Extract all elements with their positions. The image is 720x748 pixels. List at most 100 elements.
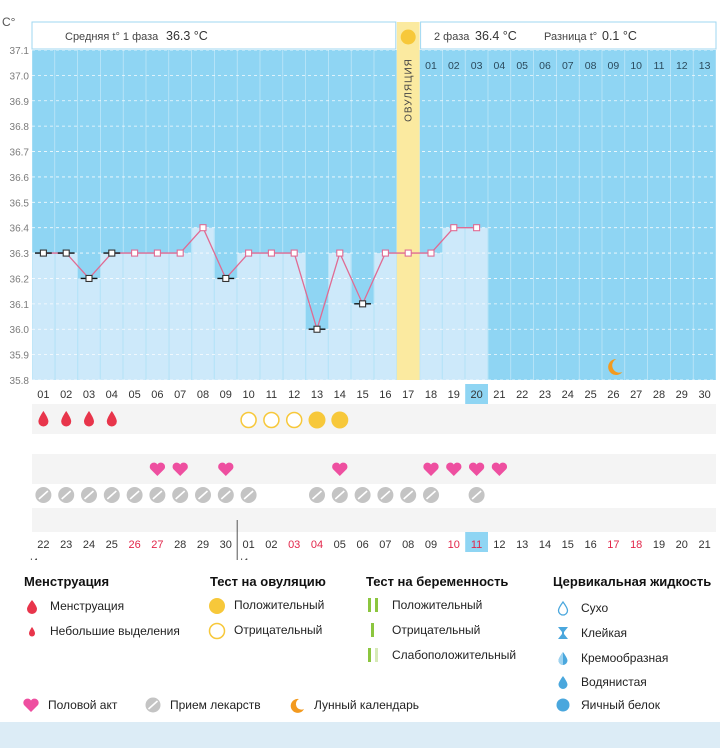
cycle-day-label: 29 bbox=[676, 389, 688, 401]
calendar-date: 26 bbox=[128, 539, 140, 551]
y-tick-label: 35.9 bbox=[10, 351, 30, 362]
pill-stripe bbox=[471, 490, 482, 500]
temperature-point[interactable] bbox=[85, 274, 93, 283]
phase2-day-label: 10 bbox=[630, 60, 642, 72]
legend-pregnancy-test-title: Тест на беременность bbox=[366, 574, 509, 589]
marker-row bbox=[32, 484, 716, 508]
ovulation-sun-icon bbox=[400, 29, 416, 45]
ovulation-test-negative-icon bbox=[240, 411, 257, 429]
double-stripe-icon bbox=[368, 598, 378, 612]
calendar-date: 28 bbox=[174, 539, 186, 551]
cycle-day-label: 24 bbox=[562, 389, 574, 401]
y-tick-label: 36.3 bbox=[10, 249, 30, 260]
calendar-date: 10 bbox=[448, 539, 460, 551]
temperature-point[interactable] bbox=[381, 249, 389, 257]
heart-icon bbox=[468, 462, 485, 476]
phase2-day-label: 13 bbox=[699, 60, 711, 72]
calendar-date: 05 bbox=[334, 539, 346, 551]
legend-ovulation-test-title: Тест на овуляцию bbox=[210, 574, 326, 589]
pill-stripe bbox=[403, 490, 414, 500]
phase2-day-label: 12 bbox=[676, 60, 688, 72]
temperature-point[interactable] bbox=[176, 249, 184, 257]
watery-drop-icon bbox=[558, 676, 568, 689]
temperature-point[interactable] bbox=[131, 249, 139, 257]
temperature-point[interactable] bbox=[404, 249, 412, 257]
single-stripe-icon bbox=[371, 623, 374, 637]
calendar-date: 06 bbox=[356, 539, 368, 551]
cycle-day-label: 30 bbox=[698, 389, 710, 401]
temperature-point[interactable] bbox=[62, 249, 70, 257]
temp-bar bbox=[169, 253, 192, 380]
pill-stripe bbox=[61, 490, 72, 500]
phase2-header bbox=[420, 21, 717, 50]
y-tick-label: 35.8 bbox=[10, 376, 30, 387]
pill-stripe bbox=[357, 490, 368, 500]
calendar-date: 30 bbox=[220, 539, 232, 551]
temperature-point[interactable] bbox=[473, 224, 481, 232]
cycle-day-label: 28 bbox=[653, 389, 665, 401]
calendar-date: 25 bbox=[106, 539, 118, 551]
heart-icon bbox=[218, 462, 234, 476]
marker-row bbox=[32, 454, 716, 484]
cycle-day-label: 05 bbox=[128, 389, 140, 401]
temperature-point[interactable] bbox=[199, 224, 207, 232]
calendar-date: 14 bbox=[539, 539, 551, 551]
cycle-day-label: 23 bbox=[539, 389, 551, 401]
temp-bar bbox=[351, 303, 374, 380]
temperature-point[interactable] bbox=[39, 249, 47, 257]
temperature-point[interactable] bbox=[108, 249, 116, 257]
temperature-point[interactable] bbox=[427, 249, 435, 257]
temperature-point[interactable] bbox=[267, 249, 275, 257]
blood-drop-icon bbox=[38, 411, 49, 427]
ovulation-test-positive-icon bbox=[308, 411, 326, 429]
cycle-day-label: 04 bbox=[106, 389, 118, 401]
sticky-icon bbox=[558, 627, 568, 639]
bbt-chart: 37.1 37.0 36.9 36.8 36.7 36.6 36.5 36.4 36.3 36.2… bbox=[2, 15, 717, 560]
blood-drop-icon bbox=[27, 600, 37, 614]
temperature-point[interactable] bbox=[313, 325, 321, 333]
blood-drop-icon bbox=[84, 411, 94, 427]
month-label-july: Июль bbox=[240, 557, 268, 560]
cycle-day-label: 15 bbox=[356, 389, 368, 401]
temperature-point[interactable] bbox=[290, 249, 298, 257]
blood-drop-icon bbox=[106, 411, 117, 427]
temperature-point[interactable] bbox=[336, 249, 344, 257]
cycle-day-label: 18 bbox=[425, 389, 437, 401]
calendar-date: 09 bbox=[425, 539, 437, 551]
today-highlight bbox=[465, 532, 488, 552]
y-tick-label: 37.1 bbox=[10, 46, 30, 57]
cycle-day-label: 16 bbox=[379, 389, 391, 401]
pill-stripe bbox=[197, 490, 209, 500]
cycle-day-label: 26 bbox=[607, 389, 619, 401]
temp-bar bbox=[32, 253, 55, 380]
temp-bar bbox=[237, 253, 260, 380]
calendar-date: 21 bbox=[698, 539, 710, 551]
y-tick-label: 37.0 bbox=[10, 71, 30, 82]
dry-drop-icon bbox=[557, 600, 569, 616]
cycle-day-label: 19 bbox=[448, 389, 460, 401]
temperature-point[interactable] bbox=[450, 224, 458, 232]
filled-circle-icon bbox=[209, 598, 225, 614]
cycle-day-label: 03 bbox=[83, 389, 95, 401]
calendar-date: 15 bbox=[562, 539, 574, 551]
temperature-point[interactable] bbox=[153, 249, 161, 257]
calendar-date: 29 bbox=[197, 539, 209, 551]
heart-icon bbox=[23, 698, 39, 712]
diff-value: 0.1 °C bbox=[602, 29, 637, 43]
cycle-day-label: 10 bbox=[242, 389, 254, 401]
heart-icon bbox=[332, 462, 348, 476]
heart-icon bbox=[446, 462, 462, 476]
temperature-point[interactable] bbox=[359, 300, 367, 308]
calendar-date: 22 bbox=[37, 539, 49, 551]
heart-icon bbox=[423, 462, 439, 476]
pill-stripe bbox=[311, 490, 323, 500]
bottom-bar bbox=[0, 722, 720, 748]
phase2-day-label: 05 bbox=[516, 60, 528, 72]
temp-bar bbox=[55, 253, 78, 380]
temperature-point[interactable] bbox=[222, 274, 230, 283]
y-tick-label: 36.1 bbox=[10, 300, 30, 311]
marker-row bbox=[32, 404, 716, 434]
cycle-day-label: 09 bbox=[220, 389, 232, 401]
temperature-point[interactable] bbox=[245, 249, 253, 257]
calendar-date: 20 bbox=[676, 539, 688, 551]
